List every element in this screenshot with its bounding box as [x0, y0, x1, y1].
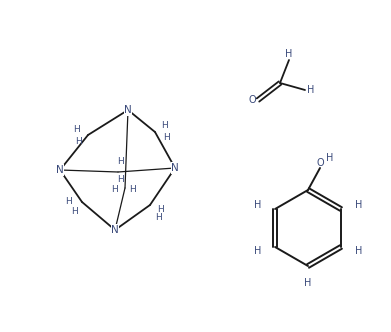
Text: H: H — [326, 153, 334, 163]
Text: N: N — [111, 225, 119, 235]
Text: H: H — [163, 133, 170, 142]
Text: H: H — [111, 186, 118, 195]
Text: H: H — [304, 278, 312, 288]
Text: H: H — [130, 186, 136, 195]
Text: H: H — [71, 208, 77, 216]
Text: H: H — [355, 200, 362, 210]
Text: O: O — [248, 95, 256, 105]
Text: H: H — [154, 212, 161, 221]
Text: H: H — [161, 122, 169, 130]
Text: N: N — [124, 105, 132, 115]
Text: H: H — [285, 49, 293, 59]
Text: H: H — [73, 124, 79, 133]
Text: O: O — [316, 158, 324, 168]
Text: H: H — [355, 246, 362, 256]
Text: N: N — [171, 163, 179, 173]
Text: H: H — [254, 246, 261, 256]
Text: H: H — [117, 157, 124, 167]
Text: N: N — [56, 165, 64, 175]
Text: H: H — [307, 85, 315, 95]
Text: H: H — [65, 198, 72, 207]
Text: H: H — [254, 200, 261, 210]
Text: H: H — [117, 176, 124, 185]
Text: H: H — [75, 136, 81, 145]
Text: H: H — [157, 205, 163, 213]
